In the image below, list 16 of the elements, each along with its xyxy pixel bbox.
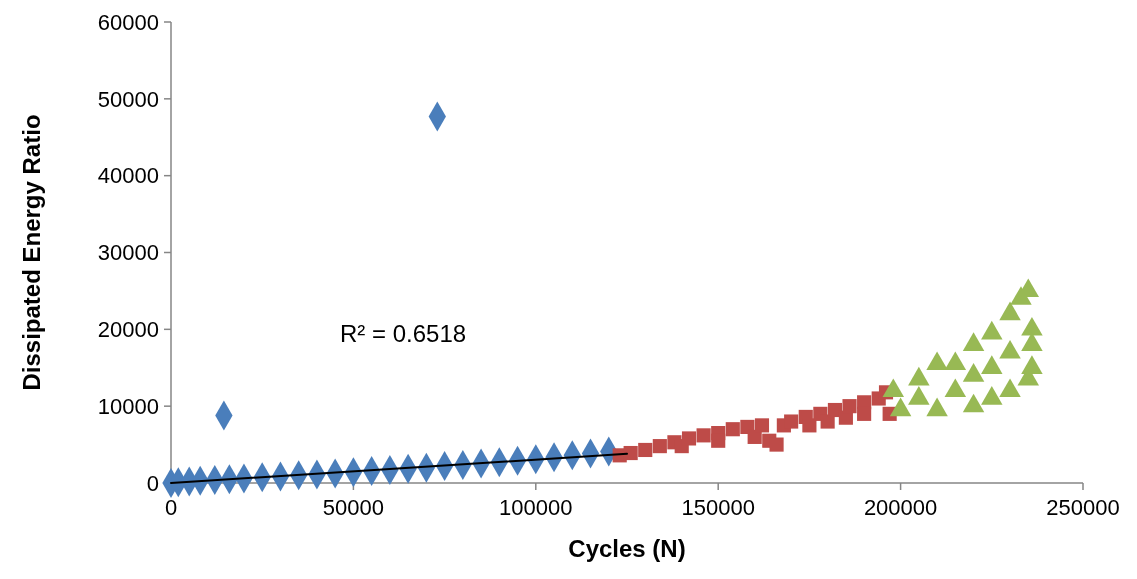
y-tick-label: 30000 (97, 240, 159, 266)
x-tick-label: 200000 (863, 495, 938, 520)
y-tick-label: 40000 (97, 163, 159, 189)
x-tick-label: 250000 (1046, 495, 1120, 520)
x-tick-label: 0 (164, 495, 178, 520)
y-tick-label: 0 (146, 470, 159, 496)
x-tick-label: 150000 (681, 495, 755, 520)
y-tick-label: 60000 (97, 9, 159, 35)
x-tick-label: 100000 (499, 495, 573, 520)
x-tick-label: 50000 (322, 495, 384, 520)
x-axis-title: Cycles (N) (568, 535, 686, 562)
y-tick-label: 50000 (97, 86, 159, 112)
y-tick-label: 10000 (97, 393, 159, 419)
y-tick-label: 20000 (97, 317, 159, 343)
y-axis-title: Dissipated Energy Ratio (18, 114, 45, 391)
annotation: R² = 0.6518 (340, 320, 467, 347)
